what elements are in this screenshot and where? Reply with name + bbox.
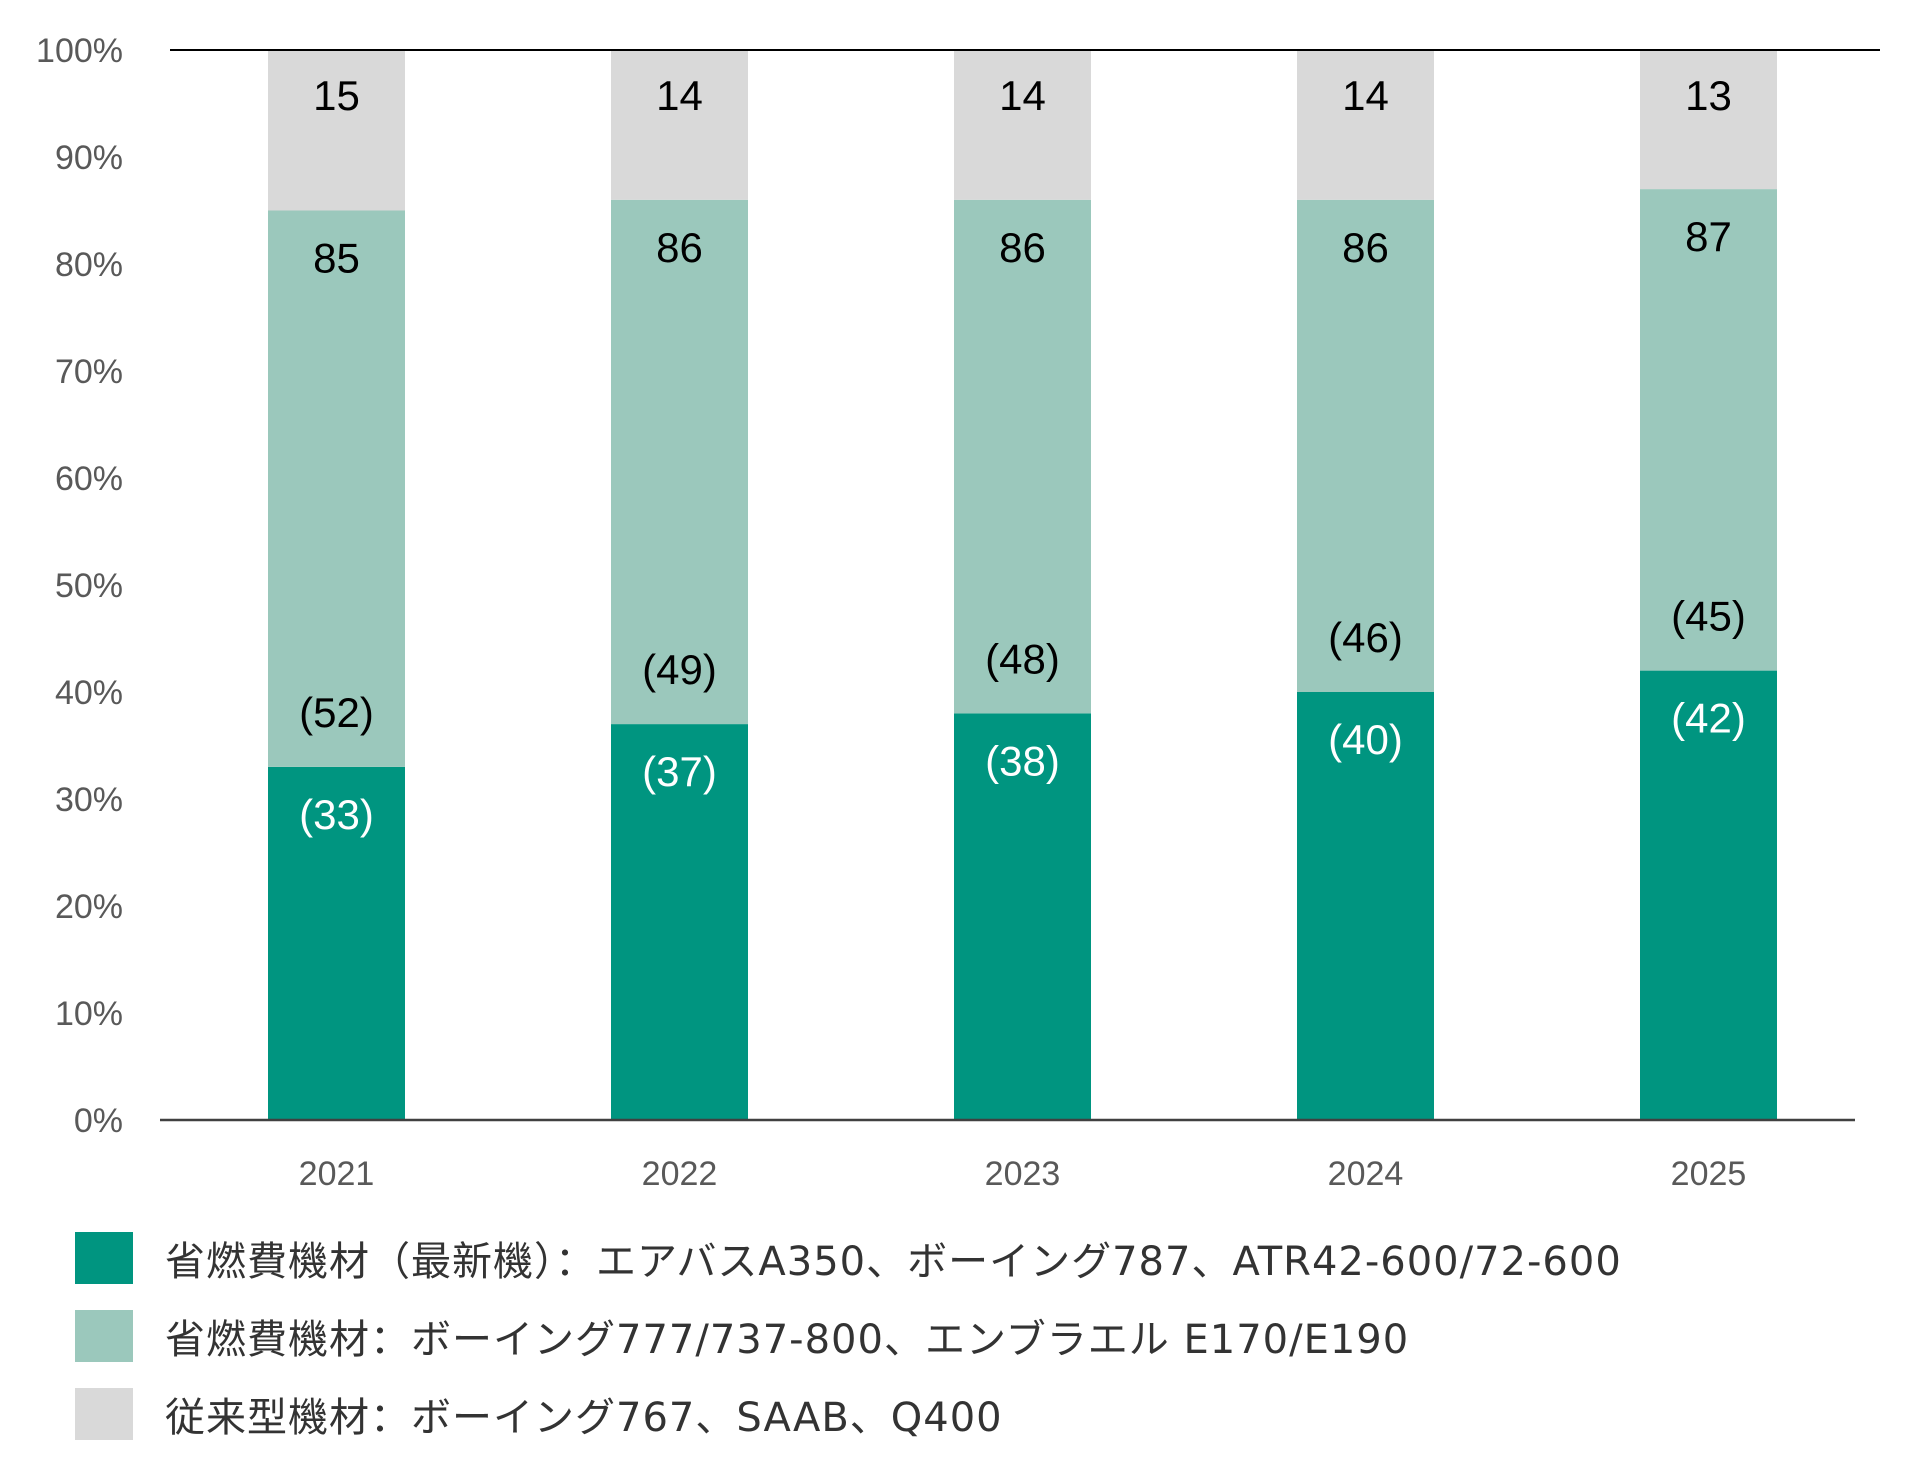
bar-segment bbox=[1297, 692, 1434, 1120]
legend-item-fuel-efficient: 省燃費機材：ボーイング777/737-800、エンブラエル E170/E190 bbox=[75, 1306, 1622, 1366]
bar-segment bbox=[1640, 670, 1777, 1120]
bar-segment bbox=[611, 724, 748, 1120]
y-tick-label: 40% bbox=[55, 674, 123, 712]
cumulative-data-label: 85 bbox=[313, 235, 360, 282]
bar-data-label: (33) bbox=[299, 791, 374, 838]
legend: 省燃費機材（最新機）：エアバスA350、ボーイング787、ATR42-600/7… bbox=[75, 1228, 1622, 1462]
y-tick-label: 50% bbox=[55, 567, 123, 605]
legend-label-conventional: 従来型機材：ボーイング767、SAAB、Q400 bbox=[165, 1395, 1003, 1441]
cumulative-data-label: 87 bbox=[1685, 213, 1732, 260]
bar-segment bbox=[268, 210, 405, 767]
bar-data-label: 14 bbox=[656, 72, 703, 119]
bar-segment bbox=[1640, 50, 1777, 190]
bar-segment bbox=[954, 50, 1091, 200]
cumulative-data-label: 86 bbox=[656, 224, 703, 271]
cumulative-data-label: 86 bbox=[1342, 224, 1389, 271]
stacked-bar-chart: 0% 10% 20% 30% 40% 50% 60% 70% 80% 90% 100% (33) (52… bbox=[36, 32, 1880, 1193]
bar-segment bbox=[268, 50, 405, 211]
bar-data-label: 14 bbox=[999, 72, 1046, 119]
x-tick-label: 2023 bbox=[985, 1155, 1061, 1193]
y-tick-label: 20% bbox=[55, 888, 123, 926]
legend-label-fuel-efficient: 省燃費機材：ボーイング777/737-800、エンブラエル E170/E190 bbox=[165, 1317, 1410, 1363]
x-tick-label: 2025 bbox=[1671, 1155, 1747, 1193]
bar-segment bbox=[268, 766, 405, 1120]
y-tick-label: 70% bbox=[55, 353, 123, 391]
bar-segment bbox=[1297, 50, 1434, 200]
bar-segment bbox=[1640, 189, 1777, 671]
x-tick-label: 2022 bbox=[642, 1155, 718, 1193]
bar-segment bbox=[954, 199, 1091, 714]
bar-segment bbox=[954, 713, 1091, 1120]
bar-data-label: (48) bbox=[985, 635, 1060, 682]
y-tick-label: 90% bbox=[55, 139, 123, 177]
y-tick-label: 10% bbox=[55, 995, 123, 1033]
legend-swatch-fuel-efficient bbox=[75, 1310, 133, 1362]
bar-data-label: (37) bbox=[642, 748, 717, 795]
bar-data-label: (46) bbox=[1328, 614, 1403, 661]
legend-item-conventional: 従来型機材：ボーイング767、SAAB、Q400 bbox=[75, 1384, 1622, 1444]
cumulative-data-label: 86 bbox=[999, 224, 1046, 271]
bar-data-label: (38) bbox=[985, 737, 1060, 784]
y-tick-label: 80% bbox=[55, 246, 123, 284]
bar-data-label: (45) bbox=[1671, 593, 1746, 640]
bar-data-label: (49) bbox=[642, 646, 717, 693]
legend-label-latest-fuel-efficient: 省燃費機材（最新機）：エアバスA350、ボーイング787、ATR42-600/7… bbox=[165, 1239, 1622, 1285]
bar-data-label: 15 bbox=[313, 72, 360, 119]
x-tick-label: 2021 bbox=[299, 1155, 375, 1193]
legend-item-latest-fuel-efficient: 省燃費機材（最新機）：エアバスA350、ボーイング787、ATR42-600/7… bbox=[75, 1228, 1622, 1288]
y-tick-label: 60% bbox=[55, 460, 123, 498]
bar-data-label: 14 bbox=[1342, 72, 1389, 119]
x-tick-label: 2024 bbox=[1328, 1155, 1404, 1193]
bar-data-label: 13 bbox=[1685, 72, 1732, 119]
y-tick-label: 100% bbox=[36, 32, 123, 70]
bar-data-label: (42) bbox=[1671, 695, 1746, 742]
legend-swatch-conventional bbox=[75, 1388, 133, 1440]
bar-segment bbox=[1297, 199, 1434, 693]
y-tick-label: 30% bbox=[55, 781, 123, 819]
y-tick-label: 0% bbox=[74, 1102, 123, 1140]
bar-data-label: (40) bbox=[1328, 716, 1403, 763]
legend-swatch-latest-fuel-efficient bbox=[75, 1232, 133, 1284]
bar-data-label: (52) bbox=[299, 689, 374, 736]
bar-segment bbox=[611, 50, 748, 200]
bar-segment bbox=[611, 199, 748, 725]
